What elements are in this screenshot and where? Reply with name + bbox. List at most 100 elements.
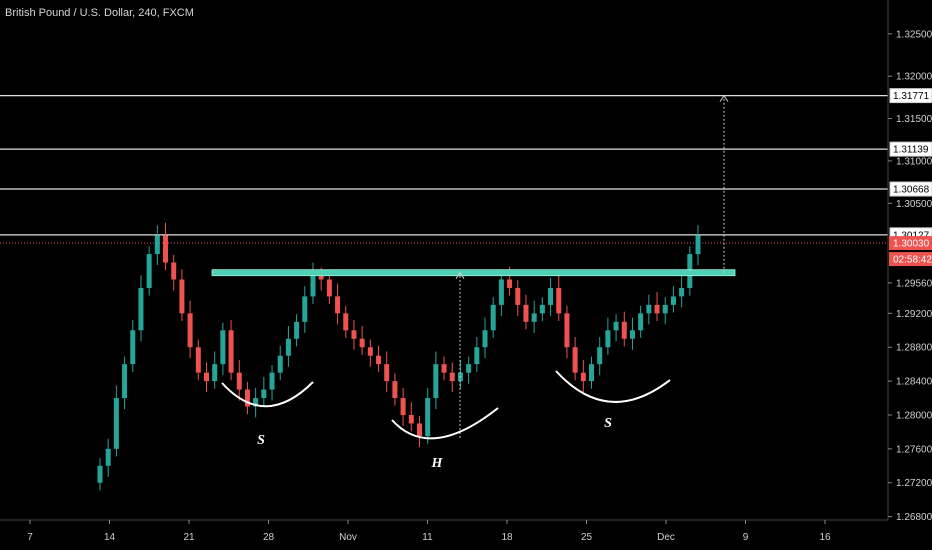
target-arrowhead [719, 94, 729, 102]
candle-body [695, 235, 701, 255]
candle-body [384, 364, 390, 382]
level-label-box [889, 181, 932, 197]
candle-body [244, 389, 250, 407]
candle-body [146, 254, 152, 288]
x-axis[interactable]: 7 14 21 28 Nov 11 18 25 Dec 9 16 [0, 519, 888, 543]
candle-body [130, 330, 136, 365]
candle-body [670, 296, 676, 305]
candle-body [416, 423, 422, 437]
y-tick-label: 1.26800 [896, 512, 932, 523]
candle-body [253, 398, 259, 407]
x-tick-label: Nov [339, 532, 357, 543]
y-tick-label: 1.31500 [896, 114, 932, 125]
x-tick-label: 25 [581, 532, 593, 543]
candle-body [638, 313, 644, 331]
candle-body [277, 355, 283, 373]
countdown-label: 02:58:42 [893, 255, 932, 266]
candle-body [359, 338, 365, 348]
pattern-arc [391, 407, 499, 440]
y-tick-label: 1.27600 [896, 444, 932, 455]
y-axis[interactable]: 1.32500 1.32000 1.31500 1.31000 1.30500 1.295… [887, 0, 932, 523]
level-label: 1.30668 [893, 185, 930, 196]
candle-body [548, 287, 554, 305]
candle-body [589, 364, 595, 382]
candle-body [285, 338, 291, 356]
candle-body [113, 398, 119, 449]
y-tick-label: 1.28400 [896, 377, 932, 388]
candle-body [220, 330, 226, 365]
y-tick-label: 1.32000 [896, 72, 932, 83]
candlesticks [97, 222, 701, 491]
neckline-band [211, 269, 736, 277]
candle-body [654, 304, 660, 314]
candle-body [515, 287, 521, 305]
pattern-label: S [604, 416, 612, 431]
candle-body [531, 313, 537, 322]
candle-body [400, 398, 406, 415]
candle-body [449, 372, 455, 382]
candle-body [482, 330, 488, 348]
candle-body [195, 347, 201, 373]
candle-body [629, 330, 635, 339]
candle-body [302, 296, 308, 322]
candle-body [507, 279, 513, 288]
candle-body [425, 398, 431, 437]
level-label-box [889, 88, 932, 104]
level-label: 1.30127 [893, 230, 930, 241]
candle-body [376, 355, 382, 365]
pattern-arc [221, 381, 314, 408]
candle-body [392, 381, 398, 399]
pattern-label: H [431, 456, 444, 471]
candle-body [662, 304, 668, 314]
level-label: 1.31139 [893, 145, 929, 156]
candle-body [163, 235, 169, 263]
y-tick-label: 1.28000 [896, 410, 932, 421]
current-price-label: 1.30030 [893, 239, 930, 250]
current-price-box [889, 236, 932, 251]
candle-body [105, 448, 111, 466]
candle-body [597, 347, 603, 365]
candle-body [490, 304, 496, 331]
candle-body [154, 235, 160, 255]
y-tick-label: 1.27200 [896, 478, 932, 489]
candle-body [269, 372, 275, 390]
candle-body [343, 313, 349, 331]
x-tick-label: 28 [263, 532, 275, 543]
candle-body [310, 275, 316, 297]
candle-body [326, 279, 332, 297]
horizontal-levels [0, 95, 888, 244]
candle-body [523, 304, 529, 322]
candle-body [408, 414, 414, 424]
pattern-overlays: S H S [211, 94, 736, 471]
y-tick-label: 1.30500 [896, 199, 932, 210]
level-label-box [889, 141, 932, 157]
candle-body [122, 364, 128, 399]
x-tick-label: Dec [657, 532, 675, 543]
candle-body [212, 364, 218, 382]
y-tick-label: 1.29560 [896, 278, 932, 289]
x-tick-label: 7 [27, 532, 33, 543]
x-tick-label: 18 [501, 532, 513, 543]
countdown-box [889, 252, 932, 267]
chart-title: British Pound / U.S. Dollar, 240, FXCM [5, 7, 194, 19]
candle-body [679, 287, 685, 297]
candle-body [580, 372, 586, 382]
candle-body [474, 347, 480, 365]
candle-body [228, 330, 234, 373]
y-tick-label: 1.31000 [896, 156, 932, 167]
candle-body [294, 321, 300, 339]
candle-body [261, 389, 267, 399]
candle-body [171, 262, 177, 280]
candle-body [187, 313, 193, 348]
candle-body [335, 296, 341, 314]
pattern-label: S [257, 433, 265, 448]
y-tick-label: 1.32500 [896, 29, 932, 40]
candle-body [498, 279, 504, 305]
pattern-arc [555, 370, 671, 403]
x-tick-label: 11 [422, 532, 433, 543]
candle-body [318, 275, 324, 280]
candle-body [539, 304, 545, 314]
x-tick-label: 21 [183, 532, 195, 543]
x-tick-label: 14 [104, 532, 116, 543]
